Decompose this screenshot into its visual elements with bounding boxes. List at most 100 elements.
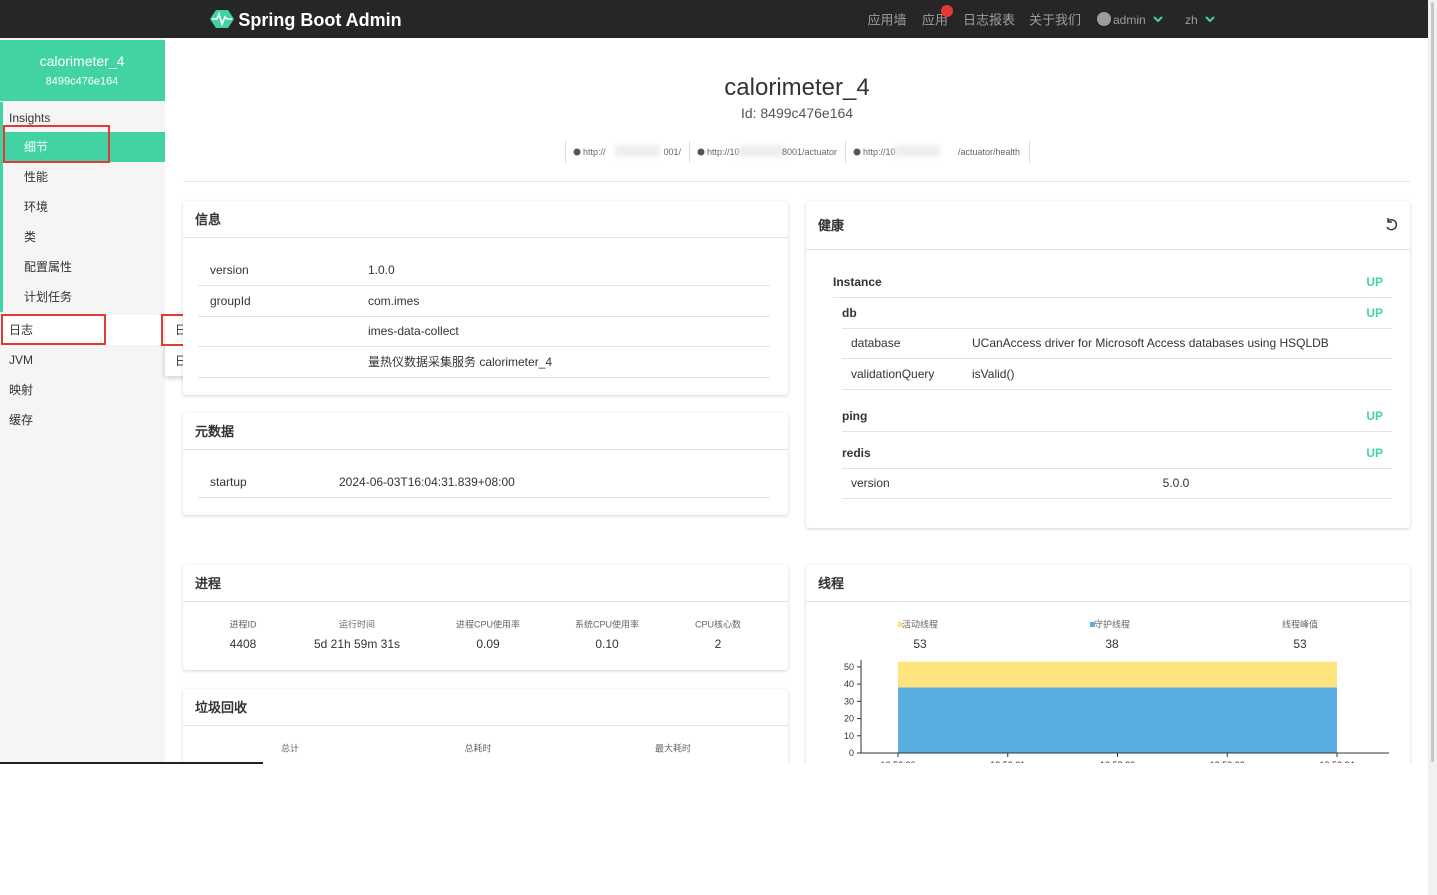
nav-link[interactable]: 环境 [24,200,49,214]
navbar [0,0,1428,38]
stat-value: 4408 [229,637,257,651]
status: UP [1366,306,1383,320]
nav-link[interactable]: JVM [9,353,33,367]
brand: Spring Boot Admin [238,10,402,30]
stat-label: 运行时间 [338,619,376,630]
stat-value: 0.10 [595,637,619,651]
card-title: 进程 [195,576,222,591]
card-header-line [183,601,788,602]
page-title: calorimeter_4 [724,74,870,101]
nav-link[interactable]: 映射 [9,383,34,397]
threads-card [806,565,1410,763]
stat-label: 总计 [280,743,300,754]
card-header-line [806,601,1410,602]
stat-label: 总耗时 [464,743,492,754]
row-line [842,431,1392,432]
link-cell[interactable] [565,141,690,163]
instance-name: calorimeter_4 [39,53,125,69]
stat-label: 进程ID [229,619,257,630]
card-title: 垃圾回收 [195,700,248,715]
detail-value: UCanAccess driver for Microsoft Access d… [972,336,1329,350]
user-menu[interactable]: admin [1113,13,1146,27]
nav-item[interactable]: 关于我们 [1028,12,1082,28]
sidebar-header [0,40,165,101]
blurred [615,145,660,157]
link-cell[interactable] [845,141,1030,163]
instance-id: 8499c476e164 [45,75,119,88]
divider [183,181,1410,182]
instance-id-line: Id: 8499c476e164 [740,105,854,121]
link-start: http://10 [707,147,740,157]
row-line [198,285,770,286]
nav-link[interactable]: 计划任务 [24,290,73,304]
gc-card [183,689,788,763]
stat-label: 系统CPU使用率 [574,619,640,630]
row-line [842,498,1392,499]
nav-item[interactable]: 日志报表 [962,12,1016,28]
row-line [842,358,1392,359]
metadata-card [183,413,788,515]
health-card [806,201,1410,528]
process-card [183,565,788,670]
section-label: Insights [9,111,51,125]
card-title: 信息 [195,212,222,227]
card-header-line [183,725,788,726]
info-value: com.imes [368,293,420,308]
nav-link[interactable]: 缓存 [9,413,34,427]
meta-key: startup [210,475,247,489]
stat-label: 最大耗时 [654,743,692,754]
legend-swatch [898,622,903,627]
stat-value: 53 [913,637,927,651]
link-cell[interactable] [689,141,846,163]
scrollbar[interactable] [1428,0,1437,895]
scroll-thumb[interactable] [1431,2,1434,762]
card-header-line [806,249,1410,250]
card-title: 线程 [818,576,845,591]
component-name: db [842,306,857,320]
nav-item[interactable]: 应用墙 [867,12,907,28]
stat-label: 守护线程 [1093,619,1131,630]
link-start: http:// [583,147,606,157]
nav-link[interactable]: 性能 [24,170,49,184]
blurred [739,145,784,157]
info-key: groupId [210,293,251,308]
meta-value: 2024-06-03T16:04:31.839+08:00 [339,475,515,489]
status: UP [1366,446,1383,460]
nav-link[interactable]: 配置属性 [24,260,73,274]
window-edge [0,762,263,764]
status: UP [1366,275,1383,289]
sidebar-accent [0,102,3,312]
row-line [198,497,770,498]
info-value: imes-data-collect [368,324,459,338]
detail-key: validationQuery [851,367,935,381]
nav-link[interactable]: 日志 [9,323,34,337]
row-line [198,315,770,317]
info-key: version [210,263,249,277]
stat-value: 5d 21h 59m 31s [313,637,401,651]
stat-label: 活动线程 [901,619,939,630]
row-line [198,346,770,347]
stat-value: 38 [1105,637,1119,651]
nav-item[interactable]: 应用 [921,12,949,28]
card-header-line [183,237,788,238]
detail-value: isValid() [972,367,1015,381]
component-name: ping [842,409,868,423]
app: Spring Boot Admin 应用墙 应用 日志报表 关于我们 1 admin zh ca… [0,0,1428,763]
detail-value: 5.0.0 [1162,476,1190,490]
info-value: 量热仪数据采集服务 calorimeter_4 [368,354,553,369]
link-start: http://10 [863,147,896,157]
detail-key: version [851,476,890,490]
link-end: 8001/actuator [781,147,837,157]
nav-link[interactable]: 细节 [24,140,49,154]
status: UP [1366,409,1383,423]
nav-link[interactable]: 类 [24,230,37,244]
card-header-line [183,449,788,450]
language-menu[interactable]: zh [1185,13,1198,27]
stat-label: 线程峰值 [1281,619,1319,630]
active-item-bg [3,132,165,162]
legend-swatch [1090,622,1095,627]
component-name: redis [842,446,871,460]
stat-value: 2 [714,637,722,651]
blurred [895,145,940,157]
